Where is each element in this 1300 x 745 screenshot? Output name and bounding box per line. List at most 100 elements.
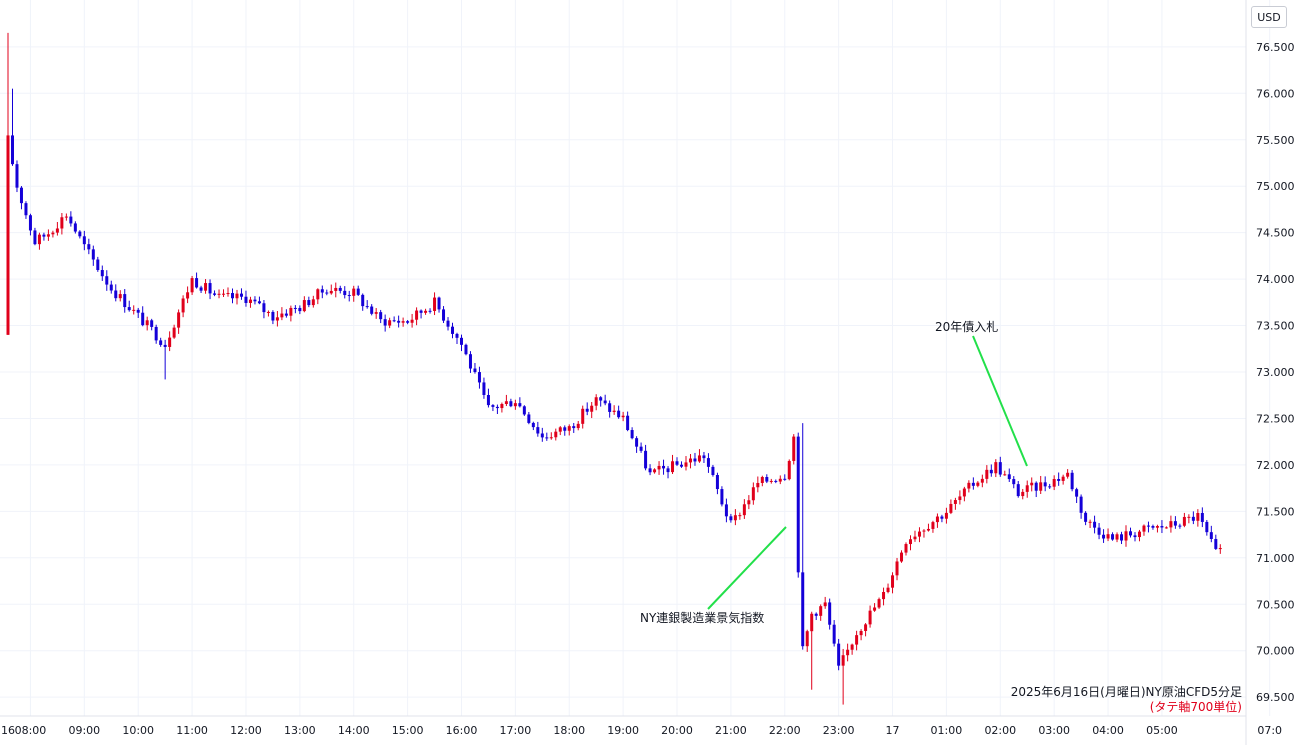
candle-body [136,309,140,313]
candle-body [518,403,522,407]
candle-body [648,468,652,473]
currency-button[interactable]: USD [1251,6,1287,28]
candle-body [1070,472,1074,490]
candle-body [235,293,239,299]
candle-body [994,462,998,474]
candle-body [774,480,778,482]
candle-body [639,446,643,451]
candle-body [307,300,311,306]
candle-body [495,406,499,409]
candle-body [828,602,832,625]
chart-caption-sub: (タテ軸700単位) [1149,700,1242,714]
x-tick-label: 19:00 [607,724,639,737]
candle-body [15,164,19,188]
candle-body [1061,476,1065,481]
candle-body [572,426,576,429]
candle-body [554,431,558,438]
candle-body [653,469,657,473]
candle-body [756,482,760,488]
candle-body [805,631,809,647]
candle-body [531,422,535,428]
candle-body [891,575,895,588]
candle-body [877,599,881,608]
candle-body [967,482,971,489]
candle-body [401,321,405,323]
candle-body [832,624,836,644]
x-tick-label: 08:00 [15,724,47,737]
candle-body [846,649,850,656]
candle-body [266,311,270,313]
candle-body [118,294,122,299]
candle-body [1066,472,1070,477]
candle-body [150,320,154,327]
candle-body [1200,512,1204,522]
candle-body [114,290,118,299]
candle-body [989,469,993,474]
candle-body [787,460,791,480]
candle-body [19,187,23,204]
candle-body [886,587,890,592]
candle-body [302,300,306,312]
annotation-label-20y-auction: 20年債入札 [935,320,999,334]
candle-body [630,430,634,439]
candle-body [778,478,782,482]
candle-body [1155,526,1159,528]
candle-body [172,327,176,338]
candle-body [226,293,230,295]
candle-body [141,312,145,326]
candle-body [316,289,320,300]
y-tick-label: 69.500 [1256,691,1295,704]
candle-body [949,503,953,513]
candle-body [702,455,706,459]
candle-body [1196,512,1200,521]
x-tick-label: 01:00 [931,724,963,737]
candle-body [442,309,446,321]
y-tick-label: 71.500 [1256,505,1295,518]
candle-body [545,437,549,439]
candle-body [37,234,41,245]
candle-body [900,552,904,562]
candle-body [644,450,648,469]
candle-body [1164,527,1168,529]
candle-body [1151,526,1155,528]
candle-body [850,644,854,650]
candle-body [91,249,95,260]
x-tick-label: 07:0 [1257,724,1282,737]
candle-body [1003,474,1007,476]
x-tick-label: 10:00 [122,724,154,737]
candle-body [181,298,185,313]
candle-body [926,528,930,531]
y-tick-label: 70.500 [1256,598,1295,611]
candle-body [792,436,796,461]
candle-body [1016,484,1020,497]
candle-body [347,295,351,297]
candle-body [388,320,392,326]
x-tick-label: 17 [886,724,900,737]
candle-body [78,231,82,237]
x-tick-label: 04:00 [1092,724,1124,737]
candle-body [904,544,908,553]
candle-body [338,287,342,291]
candle-body [917,531,921,537]
x-tick-label: 13:00 [284,724,316,737]
candle-body [6,135,10,335]
candle-body [621,415,625,418]
candle-body [697,455,701,462]
candle-body [87,244,91,250]
candle-body [428,310,432,312]
candle-body [724,504,728,517]
candle-body [882,591,886,600]
candle-body [370,306,374,314]
candle-body [1048,486,1052,488]
candle-body [590,405,594,412]
candle-body [1111,534,1115,540]
candle-body [46,234,50,237]
candle-body [711,466,715,476]
candle-body [123,294,127,308]
candle-body [814,613,818,616]
candle-body [392,320,396,322]
candle-body [311,299,315,306]
candle-body [199,287,203,291]
candle-body [585,408,589,412]
candle-body [100,270,104,277]
